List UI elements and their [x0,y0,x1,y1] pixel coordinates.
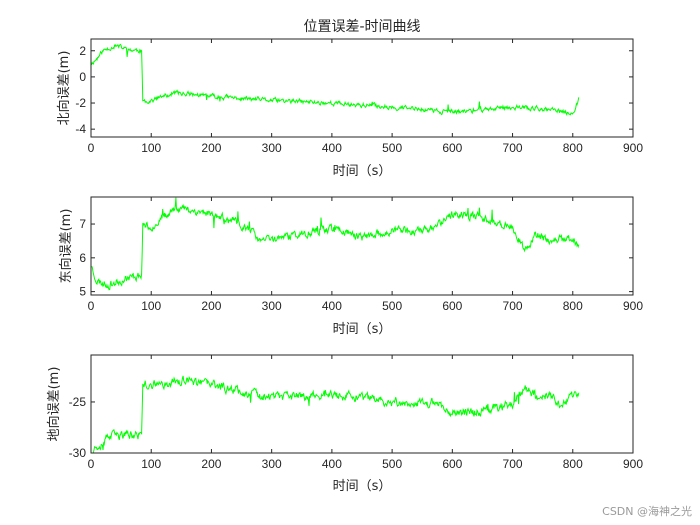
north-x-tick-label: 0 [88,141,95,155]
north-y-tick-label: 2 [79,44,86,58]
down-x-tick-label: 200 [201,457,221,471]
down-axes-frame [90,354,634,454]
subplot-down: 0 100 200 300 400 500 600 700 800 900 -30 -25 地向误差(… [46,354,643,494]
east-x-tick-label: 0 [88,299,95,313]
down-tick-layer: 0 100 200 300 400 500 600 700 800 900 -30 -25 [69,355,643,471]
east-x-tick-label: 500 [382,299,402,313]
down-y-tick-label: -25 [69,395,87,409]
east-series-layer [90,197,580,291]
east-x-tick-label: 300 [262,299,282,313]
down-x-tick-label: 800 [563,457,583,471]
north-x-tick-label: 400 [322,141,342,155]
down-x-tick-label: 400 [322,457,342,471]
north-error-line [90,43,580,116]
east-x-tick-label: 700 [503,299,523,313]
east-tick-layer: 0 100 200 300 400 500 600 700 800 900 5 6 7 [79,197,643,313]
down-x-tick-label: 300 [262,457,282,471]
north-x-tick-label: 300 [262,141,282,155]
north-x-tick-label: 100 [141,141,161,155]
north-y-tick-label: -2 [75,96,86,110]
east-x-tick-label: 900 [623,299,643,313]
north-x-tick-label: 200 [201,141,221,155]
down-series-layer [90,375,580,454]
down-y-tick-label: -30 [69,446,87,460]
east-plot-area [91,197,633,295]
watermark: CSDN @海神之光 [602,505,692,518]
down-xlabel: 时间（s） [333,479,392,494]
east-x-tick-label: 200 [201,299,221,313]
down-ylabel: 地向误差(m) [46,367,62,442]
down-x-tick-label: 900 [623,457,643,471]
figure-title: 位置误差-时间曲线 [303,19,420,35]
north-x-tick-label: 700 [503,141,523,155]
north-xlabel: 时间（s） [333,164,392,179]
north-x-tick-label: 600 [442,141,462,155]
north-tick-layer: 0 100 200 300 400 500 600 700 800 900 -4 -2 0 2 [75,39,643,155]
north-ylabel: 北向误差(m) [56,51,72,126]
east-y-tick-label: 6 [79,251,86,265]
east-x-tick-label: 400 [322,299,342,313]
east-x-tick-label: 600 [442,299,462,313]
down-x-tick-label: 700 [503,457,523,471]
east-y-tick-label: 5 [79,285,86,299]
down-x-tick-label: 600 [442,457,462,471]
north-plot-area [91,39,633,137]
east-error-line [90,197,580,291]
east-x-tick-label: 800 [563,299,583,313]
down-x-tick-label: 100 [141,457,161,471]
east-x-tick-label: 100 [141,299,161,313]
east-y-tick-label: 7 [79,217,86,231]
north-x-tick-label: 900 [623,141,643,155]
north-y-tick-label: -4 [75,122,86,136]
north-y-tick-label: 0 [79,70,86,84]
north-x-tick-label: 800 [563,141,583,155]
east-xlabel: 时间（s） [333,322,392,337]
subplot-north: 0 100 200 300 400 500 600 700 800 900 -4 -2 0 2 北向误差(… [56,38,643,179]
north-axes-frame [90,38,634,138]
down-x-tick-label: 500 [382,457,402,471]
down-plot-area [91,355,633,453]
down-error-line [90,375,580,454]
east-ylabel: 东向误差(m) [58,209,74,284]
east-axes-frame [90,196,634,296]
north-x-tick-label: 500 [382,141,402,155]
north-series-layer [90,43,580,116]
down-x-tick-label: 0 [88,457,95,471]
